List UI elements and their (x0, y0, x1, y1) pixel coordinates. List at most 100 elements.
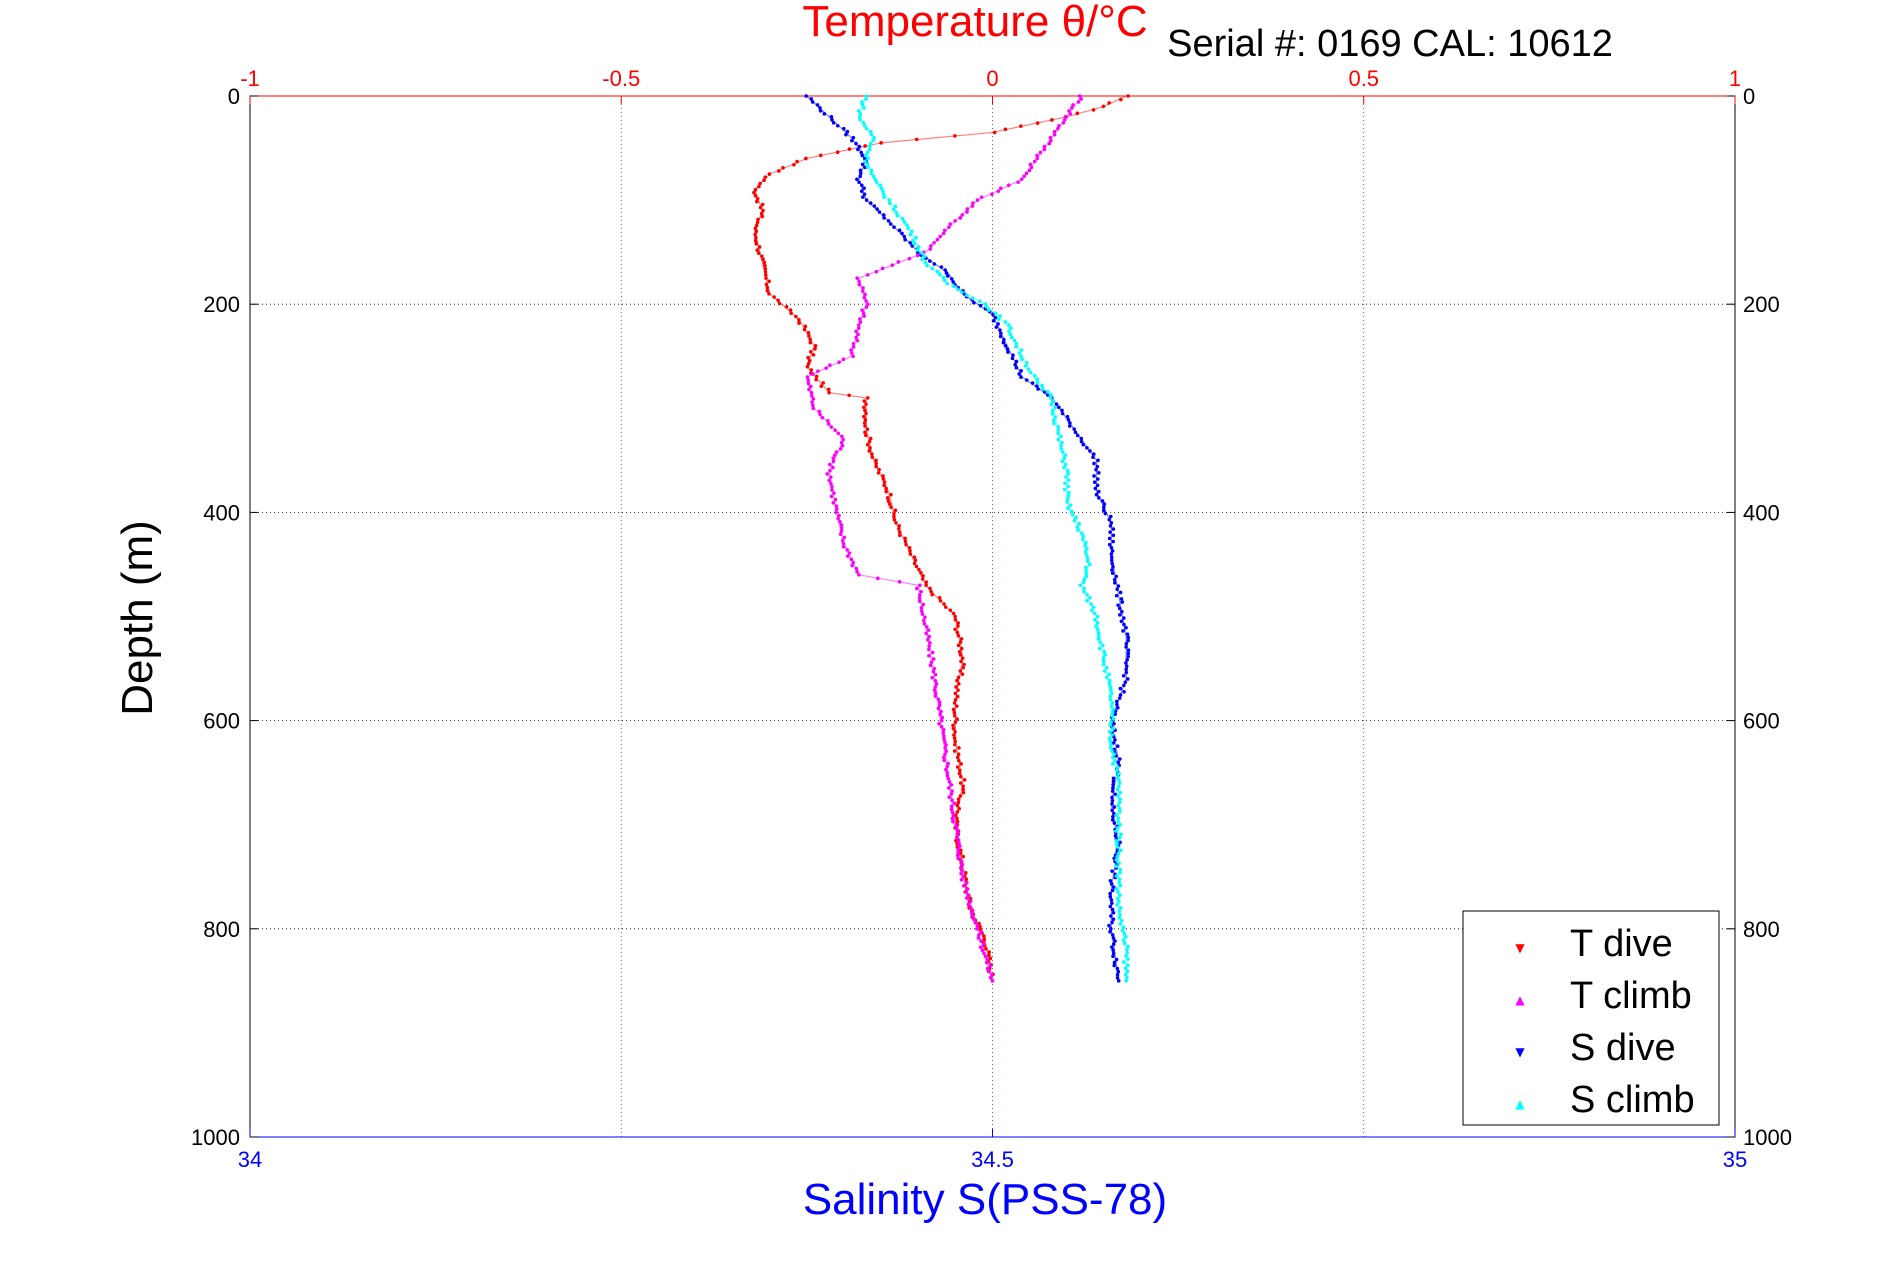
data-point (1096, 633, 1101, 638)
data-point (887, 198, 892, 202)
data-point (891, 207, 896, 212)
data-point (940, 715, 945, 720)
data-point (1102, 669, 1107, 673)
data-point (860, 289, 865, 293)
data-point (944, 271, 949, 275)
data-point (1110, 713, 1115, 718)
data-point (1094, 624, 1098, 628)
data-point (1108, 878, 1113, 883)
data-point (1056, 437, 1060, 442)
data-point (927, 634, 931, 639)
data-point (1064, 475, 1068, 479)
data-point (959, 774, 963, 779)
data-point (832, 491, 836, 495)
data-point (1111, 948, 1115, 953)
data-point (950, 810, 955, 815)
y-tick-label: 200 (203, 292, 240, 317)
data-point (864, 198, 869, 202)
data-point (1126, 651, 1131, 656)
data-point (1019, 177, 1024, 182)
data-point (829, 425, 834, 429)
data-point (1117, 899, 1121, 904)
data-point (1095, 621, 1100, 625)
data-point (1084, 574, 1089, 579)
data-point (1095, 477, 1100, 481)
data-point (958, 844, 962, 848)
data-point (994, 325, 999, 329)
data-point (754, 242, 759, 246)
data-point (863, 153, 868, 158)
legend-marker: ▲ (1515, 1097, 1525, 1111)
data-point (948, 608, 953, 613)
data-point (818, 412, 822, 417)
data-point (874, 180, 879, 185)
data-point (757, 184, 761, 189)
data-point (860, 100, 864, 104)
data-point (999, 186, 1003, 191)
data-point (1124, 661, 1128, 665)
data-point (998, 334, 1003, 339)
data-point (922, 621, 927, 626)
data-point (827, 478, 831, 483)
data-point (1112, 581, 1117, 585)
data-point (797, 321, 801, 325)
data-point (1111, 814, 1115, 819)
data-point (809, 97, 814, 101)
data-point (954, 704, 959, 708)
data-point (951, 280, 955, 284)
data-point (1007, 329, 1011, 334)
data-point (882, 483, 886, 488)
data-point (1126, 638, 1131, 643)
data-point (1111, 917, 1116, 921)
data-point (987, 950, 992, 954)
data-point (761, 257, 765, 262)
data-point (1109, 688, 1113, 692)
data-point (1110, 549, 1115, 553)
data-point (990, 192, 994, 196)
data-point (928, 641, 932, 645)
data-point (858, 174, 863, 179)
data-point (1101, 104, 1106, 109)
data-point (854, 329, 858, 334)
data-point (920, 257, 924, 262)
data-point (1040, 383, 1044, 388)
data-point (1111, 565, 1115, 569)
data-point (1035, 153, 1039, 158)
data-point (977, 299, 982, 304)
data-point (863, 159, 867, 164)
data-point (874, 464, 878, 469)
data-point (1103, 511, 1108, 516)
data-point (821, 381, 826, 385)
data-point (919, 605, 924, 610)
data-point (1124, 667, 1129, 672)
data-point (763, 263, 767, 268)
data-point (960, 672, 965, 676)
data-point (831, 459, 836, 464)
data-point (985, 966, 990, 971)
data-point (958, 669, 963, 673)
data-point (862, 106, 866, 110)
data-point (1124, 625, 1128, 630)
data-point (1110, 568, 1114, 572)
data-point (1014, 365, 1019, 370)
data-point (1109, 720, 1113, 725)
data-point (996, 317, 1001, 321)
data-point (1072, 427, 1077, 431)
data-point (814, 377, 818, 382)
data-point (982, 934, 986, 938)
data-point (1112, 963, 1117, 968)
data-point (818, 109, 823, 113)
data-point (1124, 979, 1128, 983)
data-point (805, 375, 810, 379)
data-point (939, 265, 944, 269)
data-point (959, 865, 963, 870)
data-point (979, 930, 983, 934)
data-point (1061, 120, 1066, 125)
data-point (847, 147, 852, 151)
data-point (933, 691, 938, 695)
data-point (831, 500, 836, 505)
data-point (996, 322, 1000, 326)
data-point (952, 710, 957, 715)
data-point (945, 773, 950, 778)
data-point (1035, 156, 1040, 161)
